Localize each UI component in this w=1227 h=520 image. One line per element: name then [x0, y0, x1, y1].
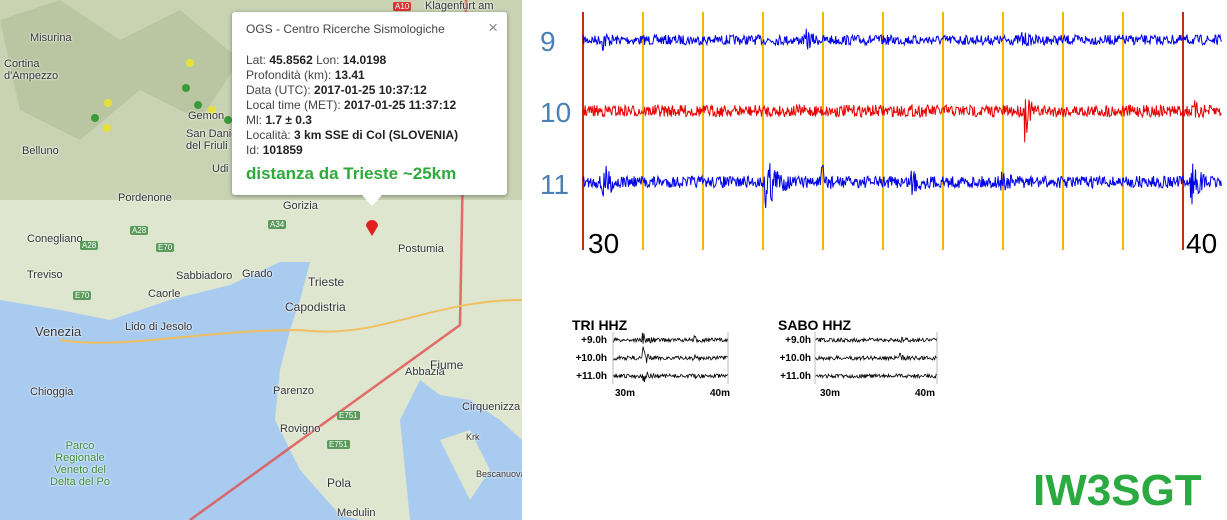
place: Grado [242, 268, 273, 280]
place: Chioggia [30, 386, 74, 398]
popup-row: Local time (MET): 2017-01-25 11:37:12 [246, 98, 456, 112]
popup-row: Data (UTC): 2017-01-25 10:37:12 [246, 83, 427, 97]
station-row: +10.0h [575, 353, 607, 364]
place: Postumia [398, 243, 444, 255]
trace [814, 352, 938, 362]
field-label: Id: [246, 143, 260, 157]
footer-callsign: IW3SGT [1033, 466, 1202, 515]
popup-tail [362, 195, 382, 206]
popup: OGS - Centro Ricerche Sismologiche × Lat… [232, 12, 507, 206]
seismogram [582, 12, 1222, 384]
station-name: SABO HHZ [778, 317, 852, 333]
road-label: A28 [130, 226, 149, 235]
station-row: +9.0h [785, 335, 811, 346]
field-value: 1.7 ± 0.3 [265, 113, 312, 127]
field-label: Lat: [246, 53, 267, 67]
field-value: 3 km SSE di Col (SLOVENIA) [294, 128, 459, 142]
place: Klagenfurt am [425, 0, 494, 12]
popup-title: OGS - Centro Ricerche Sismologiche [246, 22, 445, 36]
place: Rovigno [280, 423, 321, 435]
place: Fiume [430, 358, 464, 372]
field-value: 2017-01-25 11:37:12 [344, 98, 457, 112]
station-name: TRI HHZ [572, 317, 628, 333]
field-label: Lon: [316, 53, 340, 67]
station-time: 30m [615, 388, 636, 399]
station-row: +9.0h [581, 335, 607, 346]
place: Parenzo [273, 385, 314, 397]
field-label: Località: [246, 128, 291, 142]
road-label: E70 [156, 243, 175, 252]
place: Conegliano [27, 233, 83, 245]
station-row: +11.0h [576, 371, 607, 382]
road-label: A28 [80, 241, 99, 250]
popup-row: Lat: 45.8562 Lon: 14.0198 [246, 53, 386, 67]
field-label: Ml: [246, 113, 262, 127]
station-row: +11.0h [780, 371, 811, 382]
place: Pola [327, 476, 352, 490]
road-label: A10 [393, 2, 412, 11]
field-label: Data (UTC): [246, 83, 311, 97]
road-label: E751 [337, 411, 360, 420]
field-value: 2017-01-25 10:37:12 [314, 83, 427, 97]
place: Gemon [188, 110, 225, 122]
station-time: 40m [710, 388, 731, 399]
place: Sabbiadoro [176, 270, 233, 282]
place: Venezia [35, 324, 82, 339]
field-label: Local time (MET): [246, 98, 341, 112]
row-label: 9 [540, 26, 556, 57]
place: Misurina [30, 32, 72, 44]
station-time: 40m [915, 388, 936, 399]
distance-note: distanza da Trieste ~25km [246, 164, 457, 183]
road-label: E70 [73, 291, 92, 300]
place: Cirquenizza [462, 401, 521, 413]
trace [612, 332, 729, 344]
field-value: 101859 [262, 143, 303, 157]
place: Cortina d'Ampezzo [4, 58, 59, 82]
close-button[interactable]: × [488, 18, 498, 37]
place: Krk [466, 432, 480, 442]
place: San Daniele del Friuli [186, 128, 246, 152]
field-value: 45.8562 [269, 53, 313, 67]
place: Lido di Jesolo [125, 321, 193, 333]
row-label: 10 [540, 97, 572, 128]
trace [582, 28, 1222, 51]
place: Belluno [22, 145, 59, 157]
field-value: 14.0198 [342, 53, 387, 67]
place: Bescanuova [476, 469, 522, 479]
place: Pordenone [118, 192, 172, 204]
trace [814, 372, 938, 380]
trace [612, 346, 729, 364]
trace [582, 163, 1222, 209]
station-time: 30m [820, 388, 841, 399]
road-label: E751 [327, 440, 350, 449]
place: Gorizia [283, 200, 318, 212]
place: Medulin [337, 507, 376, 519]
trace [612, 371, 729, 382]
trace [582, 99, 1222, 143]
place: Parco Regionale Veneto del Delta del Po [50, 440, 110, 488]
place: Treviso [27, 269, 63, 281]
popup-row: Profondità (km): 13.41 [246, 68, 365, 82]
place: Capodistria [285, 300, 346, 314]
time-label: 30 [588, 228, 620, 259]
place: Trieste [308, 275, 345, 289]
time-label: 40 [1186, 228, 1218, 259]
road-label: A34 [268, 220, 287, 229]
map[interactable]: Klagenfurt am Misurina Cortina d'Ampezzo… [0, 0, 522, 520]
station-row: +10.0h [779, 353, 811, 364]
place: Abbazia [405, 366, 445, 378]
row-label: 11 [540, 169, 570, 200]
popup-row: Ml: 1.7 ± 0.3 [246, 113, 312, 127]
field-value: 13.41 [334, 68, 365, 82]
place: Udi [212, 163, 229, 175]
popup-row: Id: 101859 [246, 143, 303, 157]
place: Caorle [148, 288, 181, 300]
popup-row: Località: 3 km SSE di Col (SLOVENIA) [246, 128, 458, 142]
trace [814, 336, 938, 344]
field-label: Profondità (km): [246, 68, 332, 82]
